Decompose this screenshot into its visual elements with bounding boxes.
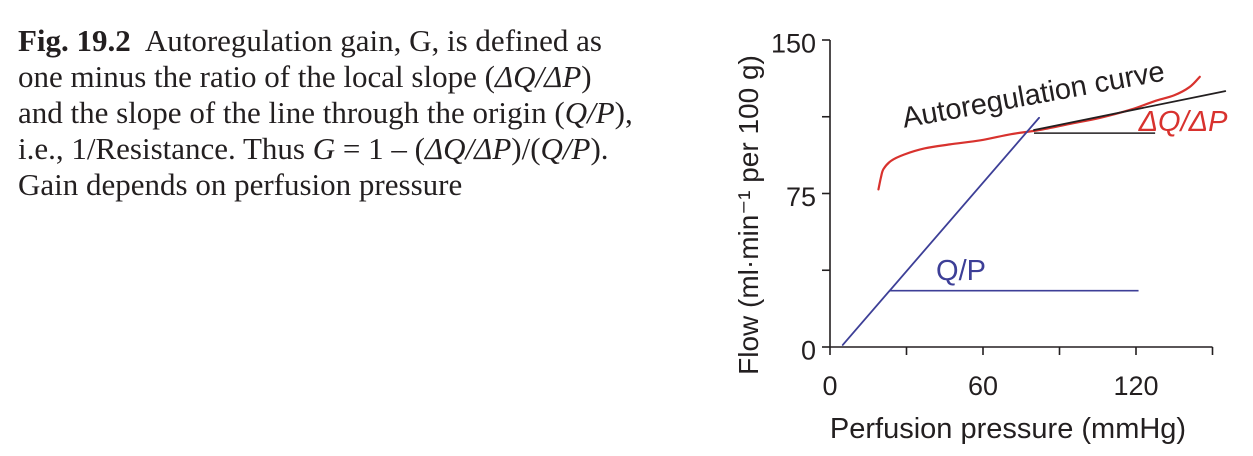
caption-line: Fig. 19.2 Autoregulation gain, G, is defi… — [18, 23, 633, 59]
series-line-3 — [1033, 90, 1227, 131]
caption-text: ) — [581, 59, 592, 94]
axis-ticks: 0 60 120 0 75 150 — [771, 29, 1214, 401]
figure-label: Fig. 19.2 — [18, 23, 131, 58]
caption-text: i.e., 1/Resistance. Thus — [18, 131, 313, 166]
x-tick-label: 120 — [1113, 371, 1158, 401]
y-tick-label: 150 — [771, 29, 816, 59]
caption-math-text: ΔQ/ΔP — [424, 131, 512, 166]
x-axis-title: Perfusion pressure (mmHg) — [830, 413, 1186, 445]
figure-caption: Fig. 19.2 Autoregulation gain, G, is defi… — [18, 23, 633, 203]
caption-line: i.e., 1/Resistance. Thus G = 1 – (ΔQ/ΔP)… — [18, 131, 633, 167]
reference-lines — [889, 132, 1156, 292]
series-line-1 — [877, 75, 1201, 191]
q-over-p-label: Q/P — [936, 255, 986, 287]
y-tick-label: 75 — [786, 182, 816, 212]
caption-line: Gain depends on perfusion pressure — [18, 167, 633, 203]
caption-math-text: Q/P — [564, 95, 615, 130]
caption-text: ), — [614, 95, 633, 130]
caption-math-text: G — [312, 131, 336, 166]
caption-text: = 1 – ( — [335, 131, 425, 166]
caption-line: one minus the ratio of the local slope (… — [18, 59, 633, 95]
caption-text: ). — [590, 131, 609, 166]
series-lines — [841, 75, 1227, 346]
caption-text: one minus the ratio of the local slope ( — [18, 59, 495, 94]
series-line-2 — [841, 116, 1040, 346]
caption-math-text: ΔQ/ΔP — [494, 59, 582, 94]
caption-text: Gain depends on perfusion pressure — [18, 167, 463, 202]
caption-text: Autoregulation gain, G, is defined as — [144, 23, 602, 58]
caption-line: and the slope of the line through the or… — [18, 95, 633, 131]
y-axis-title: Flow (ml·min⁻¹ per 100 g) — [733, 55, 764, 375]
x-tick-label: 0 — [822, 371, 837, 401]
autoregulation-curve-label: Autoregulation curve — [900, 56, 1167, 135]
local-slope-label: ΔQ/ΔP — [1138, 106, 1229, 138]
caption-text: and the slope of the line through the or… — [18, 95, 565, 130]
y-tick-label: 0 — [801, 336, 816, 366]
x-tick-label: 60 — [968, 371, 998, 401]
caption-math-text: Q/P — [540, 131, 591, 166]
caption-text: )/( — [511, 131, 541, 166]
